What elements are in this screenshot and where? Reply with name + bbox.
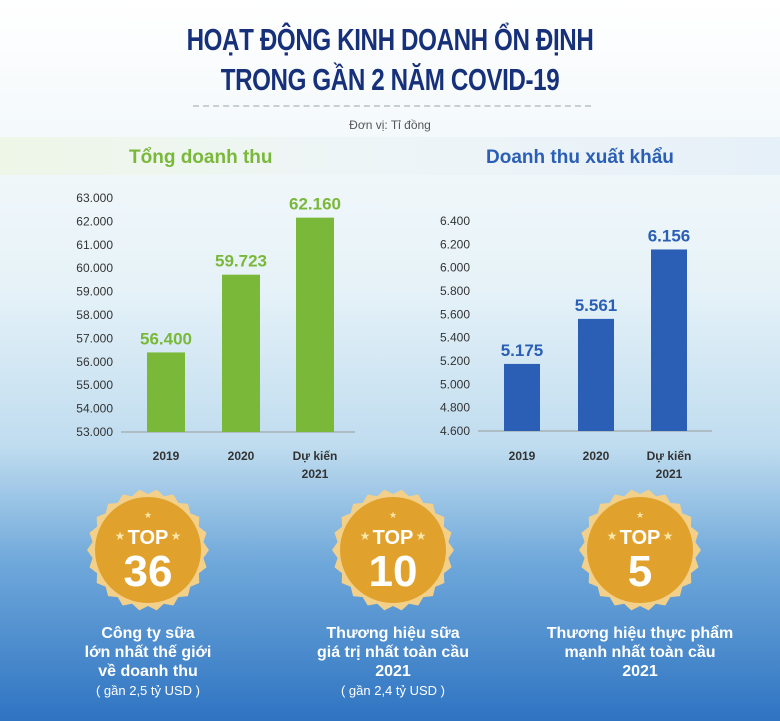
x-tick-label: Dự kiến [293, 449, 338, 463]
star-icon: ★ [636, 510, 644, 520]
y-tick-label: 6.200 [440, 237, 470, 251]
badge-top-label: TOP [620, 527, 661, 549]
y-tick-label: 4.800 [440, 401, 470, 415]
title-line-1: HOẠT ĐỘNG KINH DOANH ỔN ĐỊNH [186, 22, 594, 57]
chart-title-total-revenue: Tổng doanh thu [129, 147, 273, 168]
x-tick-label: 2021 [656, 467, 683, 480]
y-tick-label: 56.000 [76, 355, 113, 369]
charts: 53.000 54.000 55.000 56.000 57.000 58.000 59.0… [76, 191, 712, 480]
data-label: 56.400 [140, 329, 192, 348]
top-badge: ★ ★ ★ TOP 10 [331, 488, 455, 612]
bar [296, 217, 334, 432]
bar [651, 249, 687, 431]
badge-description-line: Thương hiệu sữa [326, 625, 460, 642]
badge-top-label: TOP [128, 527, 169, 549]
y-tick-label: 55.000 [76, 378, 113, 392]
y-tick-label: 53.000 [76, 425, 113, 439]
badge-description-line: mạnh nhất toàn cầu [564, 644, 716, 661]
star-icon: ★ [389, 510, 397, 520]
badge-description-line: lớn nhất thế giới [84, 644, 212, 661]
y-tick-label: 5.400 [440, 331, 470, 345]
badge-description-line: Công ty sữa [101, 625, 195, 642]
badge-note: ( gần 2,5 tỷ USD ) [95, 683, 201, 698]
badge-description: Thương hiệu thực phẩm mạnh nhất toàn cầu 2… [520, 624, 760, 681]
badge-rank: 36 [124, 547, 173, 596]
badge-description-line: về doanh thu [98, 663, 198, 680]
bar [578, 318, 614, 431]
star-icon: ★ [144, 510, 152, 520]
x-tick-label: 2019 [509, 449, 536, 463]
y-tick-label: 62.000 [76, 214, 113, 228]
bar [222, 274, 260, 432]
y-tick-label: 5.200 [440, 354, 470, 368]
badge-description-line: 2021 [622, 663, 658, 680]
badge-seal-icon: ★ ★ ★ TOP 36 [87, 489, 209, 611]
y-tick-label: 59.000 [76, 285, 113, 299]
star-icon: ★ [115, 529, 126, 543]
unit-label: Đơn vị: Tỉ đồng [349, 118, 431, 132]
y-tick-label: 6.400 [440, 214, 470, 228]
star-icon: ★ [663, 529, 674, 543]
x-tick-label: Dự kiến [647, 449, 692, 463]
y-tick-label: 58.000 [76, 308, 113, 322]
chart-title-band [0, 137, 780, 175]
star-icon: ★ [171, 529, 182, 543]
bar [147, 352, 185, 432]
star-icon: ★ [607, 529, 618, 543]
badge-seal-icon: ★ ★ ★ TOP 10 [332, 489, 454, 611]
bar [504, 363, 540, 431]
divider [193, 105, 591, 107]
y-tick-label: 5.600 [440, 307, 470, 321]
badge-rank: 10 [369, 547, 418, 596]
x-tick-label: 2019 [153, 449, 180, 463]
badge-top-label: TOP [373, 527, 414, 549]
badge-rank: 5 [628, 547, 652, 596]
y-tick-label: 63.000 [76, 191, 113, 205]
x-tick-label: 2021 [302, 467, 329, 480]
top-badge: ★ ★ ★ TOP 36 [86, 488, 210, 612]
y-tick-label: 54.000 [76, 402, 113, 416]
title-line-2: TRONG GẦN 2 NĂM COVID-19 [220, 62, 560, 97]
badge-note: ( gần 2,4 tỷ USD ) [340, 683, 446, 698]
y-tick-label: 60.000 [76, 261, 113, 275]
y-tick-label: 61.000 [76, 238, 113, 252]
badge-description: Thương hiệu sữa giá trị nhất toàn cầu 2021… [273, 624, 513, 700]
data-label: 5.561 [575, 296, 618, 315]
badge-description-line: Thương hiệu thực phẩm [546, 625, 734, 642]
star-icon: ★ [360, 529, 371, 543]
top-badge: ★ ★ ★ TOP 5 [578, 488, 702, 612]
y-tick-label: 57.000 [76, 331, 113, 345]
star-icon: ★ [416, 529, 427, 543]
chart-title-export-revenue: Doanh thu xuất khẩu [486, 147, 674, 168]
data-label: 6.156 [648, 226, 691, 245]
badge-description-line: 2021 [375, 663, 411, 680]
data-label: 59.723 [215, 252, 267, 271]
y-tick-label: 5.000 [440, 377, 470, 391]
badge-description-line: giá trị nhất toàn cầu [316, 644, 469, 661]
data-label: 5.175 [501, 341, 544, 360]
x-tick-label: 2020 [228, 449, 255, 463]
y-tick-label: 4.600 [440, 424, 470, 438]
data-label: 62.160 [289, 195, 341, 214]
y-tick-label: 6.000 [440, 261, 470, 275]
y-tick-label: 5.800 [440, 284, 470, 298]
x-tick-label: 2020 [583, 449, 610, 463]
badge-seal-icon: ★ ★ ★ TOP 5 [579, 489, 701, 611]
badge-description: Công ty sữa lớn nhất thế giới về doanh thu… [28, 624, 268, 700]
